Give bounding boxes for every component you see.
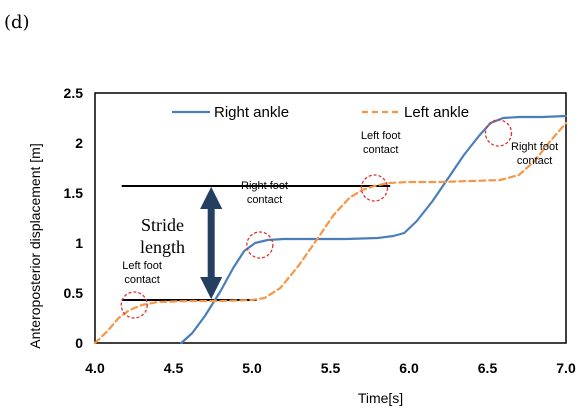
contact-label-line: Right foot [241, 180, 288, 192]
x-tick-label: 6.0 [399, 360, 419, 376]
x-tick-label: 5.5 [321, 360, 341, 376]
contact-label-line: contact [247, 194, 282, 206]
y-tick-label: 0 [75, 335, 83, 351]
contact-label: Left foot contact [122, 260, 162, 286]
x-tick-label: 4.5 [164, 360, 184, 376]
x-tick-label: 4.0 [85, 360, 105, 376]
contact-label-line: Left foot [361, 130, 401, 142]
contact-circle [360, 174, 389, 202]
legend: Right ankle Left ankle [172, 104, 469, 121]
y-axis-title: Anteroposterior displacement [m] [27, 143, 43, 348]
contact-label-line: Right foot [511, 141, 558, 153]
contact-label: Left foot contact [361, 130, 401, 156]
x-tick-label: 7.0 [556, 360, 576, 376]
contact-label-line: contact [124, 274, 159, 286]
legend-label: Right ankle [214, 104, 289, 121]
contact-label: Right foot contact [241, 180, 288, 206]
y-tick-label: 2.5 [64, 85, 84, 101]
y-tick-label: 1 [75, 235, 83, 251]
y-tick-label: 2 [75, 135, 83, 151]
series-line-left-ankle [93, 121, 568, 345]
stride-label: Stride length [140, 215, 185, 257]
legend-label: Left ankle [404, 104, 469, 121]
contact-circle [246, 231, 274, 259]
contact-label-line: Left foot [122, 260, 162, 272]
contact-label-line: contact [363, 144, 398, 156]
x-axis-ticks: 4.0 4.5 5.0 5.5 6.0 6.5 7.0 [85, 360, 576, 376]
plot-area [94, 92, 567, 344]
y-tick-label: 0.5 [64, 285, 84, 301]
stride-label-line: length [140, 237, 185, 257]
series-line-right-ankle [180, 114, 568, 345]
y-tick-label: 1.5 [64, 185, 84, 201]
stride-label-line: Stride [141, 215, 184, 235]
x-tick-label: 5.0 [242, 360, 262, 376]
contact-label: Right foot contact [511, 141, 558, 167]
x-tick-label: 6.5 [478, 360, 498, 376]
y-axis-ticks: 0 0.5 1 1.5 2 2.5 [64, 85, 84, 351]
x-axis-title: Time[s] [358, 390, 403, 406]
contact-label-line: contact [517, 155, 552, 167]
panel-label: (d) [4, 12, 30, 33]
series-lines [93, 114, 568, 345]
contact-circle [484, 119, 513, 147]
contact-circle [120, 291, 148, 319]
